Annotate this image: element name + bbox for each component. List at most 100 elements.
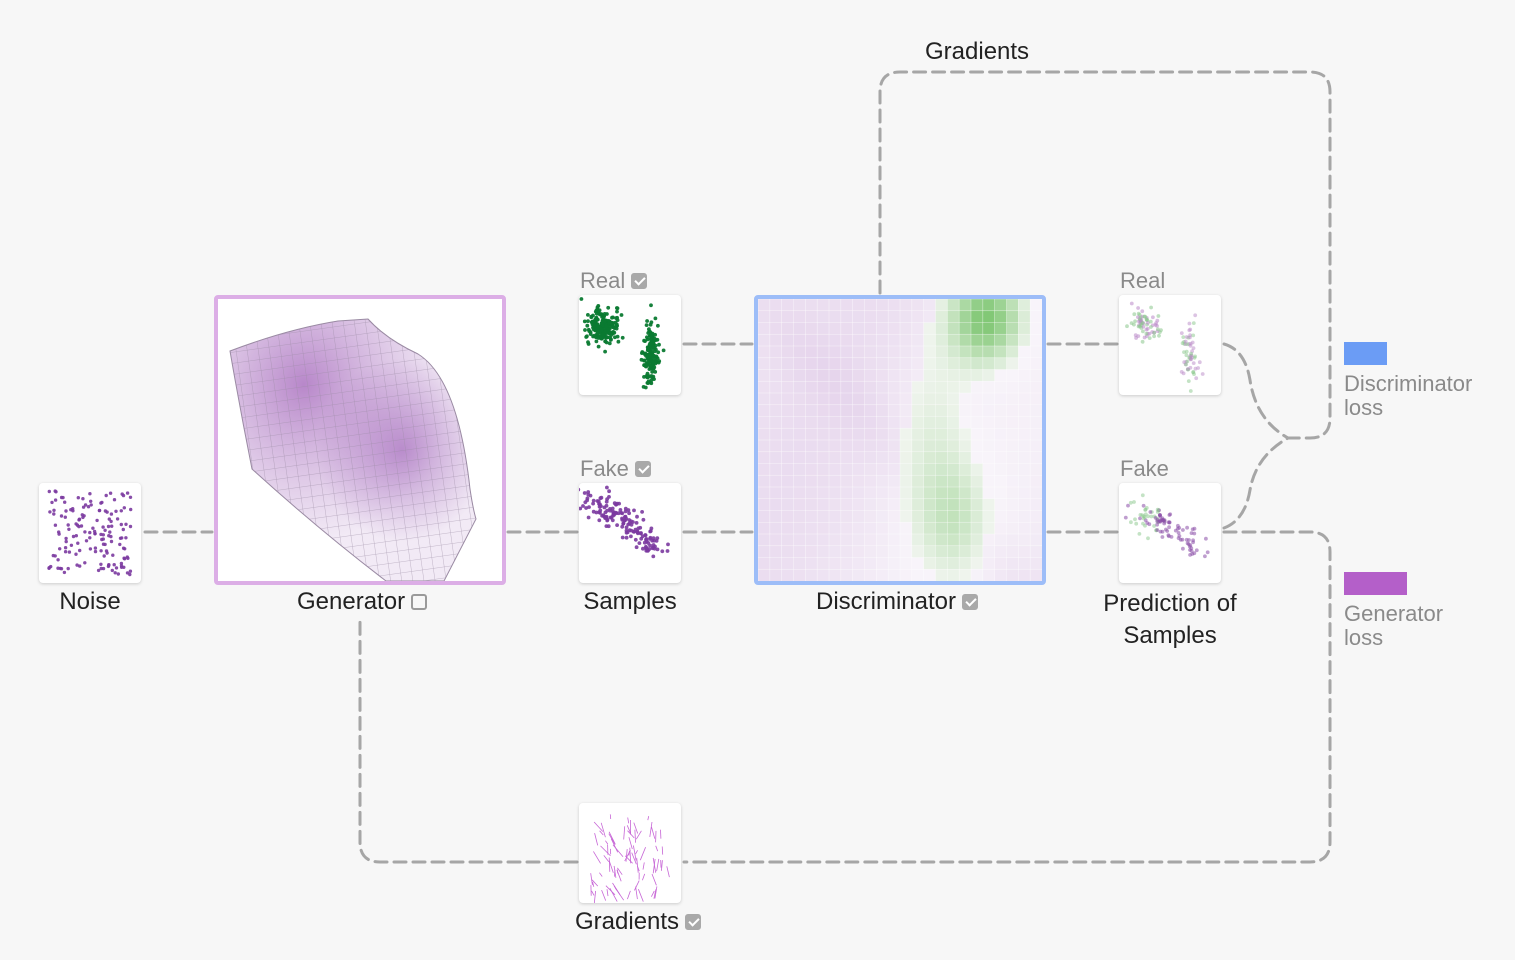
discriminator-heatmap-cell: [876, 427, 889, 441]
prediction-label-line1: Prediction of: [1103, 590, 1237, 617]
noise-point: [69, 543, 74, 547]
fake-sample-point: [597, 518, 602, 523]
noise-point: [108, 491, 113, 495]
real-prediction-point: [1139, 318, 1144, 322]
discriminator-heatmap-cell: [1029, 498, 1042, 512]
discriminator-heatmap-cell: [864, 404, 877, 418]
discriminator-heatmap-cell: [864, 369, 877, 382]
discriminator-heatmap-cell: [887, 404, 901, 418]
gradient-vector: [634, 829, 636, 843]
generator-checkbox[interactable]: [411, 594, 428, 610]
discriminator-panel[interactable]: [754, 295, 1046, 585]
noise-point: [124, 536, 128, 540]
discriminator-heatmap-cell: [887, 439, 901, 453]
noise-card[interactable]: [39, 483, 141, 583]
gradients-bottom-label: Gradients: [575, 908, 702, 936]
discriminator-heatmap-cell: [852, 568, 866, 581]
discriminator-heatmap-cell: [793, 310, 806, 324]
discriminator-heatmap-cell: [852, 299, 866, 312]
real-sample-point: [615, 309, 619, 314]
discriminator-heatmap-cell: [864, 557, 877, 570]
fake-sample-point: [584, 506, 588, 510]
gradient-vector: [608, 833, 616, 845]
noise-point: [74, 534, 78, 538]
discriminator-heatmap-cell: [769, 310, 783, 324]
real-samples-card[interactable]: [579, 295, 681, 395]
fake-prediction-point: [1132, 500, 1136, 504]
real-sample-point: [644, 364, 648, 369]
discriminator-heatmap-cell: [899, 521, 913, 535]
fake-prediction-point: [1158, 529, 1163, 534]
gradient-vector: [635, 886, 638, 900]
discriminator-heatmap-cell: [899, 322, 913, 335]
discriminator-heatmap-cell: [876, 474, 889, 488]
discriminator-heatmap-cell: [994, 345, 1008, 359]
gradient-vector: [592, 881, 595, 887]
gradient-vector: [638, 889, 644, 902]
discriminator-heatmap-cell: [758, 474, 771, 488]
discriminator-heatmap-cell: [935, 533, 948, 547]
discriminator-heatmap-cell: [887, 392, 901, 406]
discriminator-heatmap-cell: [852, 416, 866, 429]
gradient-vector: [609, 888, 618, 902]
noise-point: [109, 519, 113, 524]
noise-point: [67, 527, 71, 531]
discriminator-heatmap-cell: [828, 357, 842, 371]
discriminator-heatmap-cell: [899, 474, 913, 488]
discriminator-heatmap-cell: [899, 498, 913, 512]
real-sample-point: [653, 370, 658, 374]
gradients-card[interactable]: [579, 803, 681, 903]
fake-prediction-point: [1143, 508, 1148, 512]
discriminator-heatmap-cell: [769, 474, 783, 488]
discriminator-heatmap-cell: [935, 322, 948, 335]
gradients-checkbox[interactable]: [685, 914, 702, 930]
discriminator-heatmap-cell: [876, 498, 889, 512]
discriminator-heatmap-cell: [958, 333, 972, 347]
discriminator-heatmap-cell: [970, 521, 984, 535]
fake-sample-point: [579, 487, 581, 492]
real-samples-checkbox[interactable]: [631, 273, 648, 289]
fake-prediction-point: [1165, 529, 1170, 533]
discriminator-checkbox[interactable]: [962, 594, 979, 610]
discriminator-heatmap-cell: [769, 545, 783, 559]
discriminator-heatmap-cell: [793, 533, 806, 547]
discriminator-heatmap-cell: [1018, 392, 1031, 406]
discriminator-heatmap-cell: [816, 498, 830, 512]
discriminator-heatmap-cell: [899, 369, 913, 382]
discriminator-heatmap-cell: [864, 545, 877, 559]
discriminator-heatmap-cell: [758, 463, 771, 476]
fake-prediction-card[interactable]: [1119, 483, 1221, 583]
discriminator-heatmap-cell: [840, 474, 854, 488]
discriminator-heatmap-cell: [1029, 463, 1042, 476]
gradient-vector: [594, 833, 599, 846]
fake-sample-point: [610, 518, 615, 523]
discriminator-heatmap-cell: [840, 310, 854, 324]
discriminator-heatmap-cell: [805, 333, 818, 347]
fake-samples-checkbox[interactable]: [634, 461, 651, 477]
real-sample-point: [614, 326, 619, 331]
fake-sample-point: [614, 502, 619, 507]
generator-panel[interactable]: [214, 295, 506, 585]
discriminator-heatmap-cell: [852, 427, 866, 441]
real-prediction-card[interactable]: [1119, 295, 1221, 395]
discriminator-heatmap-cell: [758, 392, 771, 406]
discriminator-heatmap-cell: [758, 322, 771, 335]
discriminator-heatmap-cell: [947, 345, 960, 359]
wire-real-prediction-to-loss: [1222, 342, 1290, 440]
gradient-vector: [593, 821, 604, 832]
real-prediction-point: [1183, 339, 1188, 344]
fake-sample-point: [586, 490, 591, 494]
fake-samples-card[interactable]: [579, 483, 681, 583]
gradient-vector: [590, 873, 593, 886]
discriminator-heatmap-cell: [994, 310, 1008, 324]
discriminator-heatmap-cell: [1029, 404, 1042, 418]
discriminator-heatmap-cell: [852, 369, 866, 382]
discriminator-heatmap-cell: [994, 369, 1008, 382]
discriminator-heatmap-cell: [947, 533, 960, 547]
fake-sample-point: [631, 520, 635, 524]
noise-point: [101, 533, 105, 537]
gradient-vector: [627, 817, 630, 824]
discriminator-heatmap-cell: [970, 392, 984, 406]
gradient-vector: [626, 825, 632, 834]
